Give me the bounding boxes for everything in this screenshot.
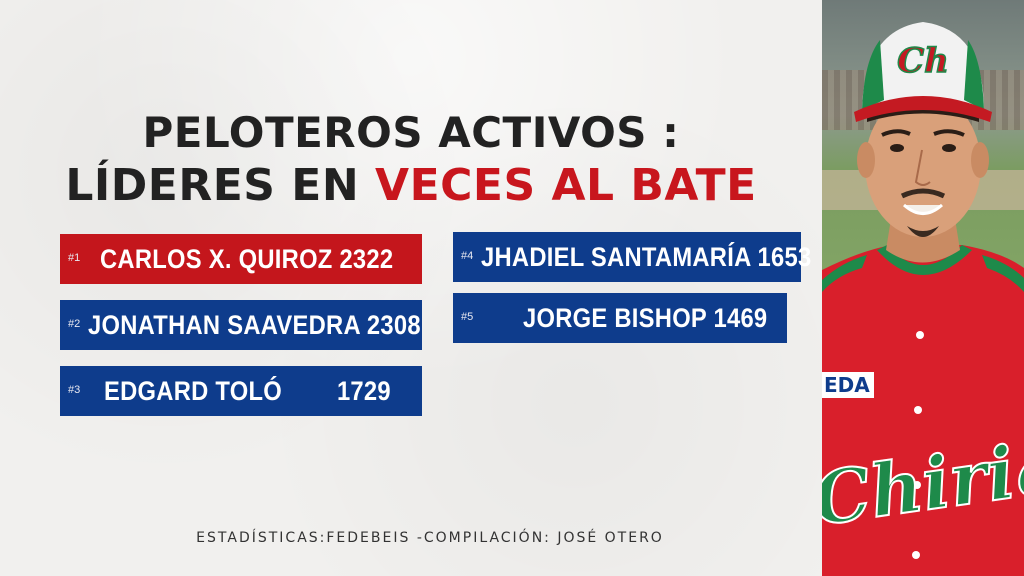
cap-logo: Ch	[897, 41, 949, 81]
title-line-2: LÍDERES EN VECES AL BATE	[0, 160, 822, 211]
title-line-1: PELOTEROS ACTIVOS :	[142, 108, 680, 157]
leader-rank-4: #4	[461, 250, 474, 262]
title-line-2-highlight: VECES AL BATE	[375, 160, 757, 211]
leader-bar-4: #4 JHADIEL SANTAMARÍA 1653	[453, 232, 811, 282]
leader-text-2: JONATHAN SAAVEDRA 2308	[88, 309, 421, 340]
leader-text-1: CARLOS X. QUIROZ 2322	[100, 243, 394, 274]
leader-text-4: JHADIEL SANTAMARÍA 1653	[481, 241, 812, 272]
footer-credits: ESTADÍSTICAS:FEDEBEIS -COMPILACIÓN: JOSÉ…	[196, 530, 664, 546]
jersey-sponsor: EDA	[824, 373, 870, 397]
player-illustration: Ch EDA Chiriquí	[822, 22, 1024, 576]
leader-bar-5: #5 JORGE BISHOP 1469	[453, 293, 787, 343]
background-paper	[0, 0, 822, 576]
leader-rank-2: #2	[68, 318, 81, 330]
leader-bar-3: #3 EDGARD TOLÓ 1729	[60, 366, 422, 416]
player-photo: Ch EDA Chiriquí	[822, 0, 1024, 576]
leader-bar-2: #2 JONATHAN SAAVEDRA 2308	[60, 300, 422, 350]
leader-rank-3: #3	[68, 384, 81, 396]
leader-bar-1: #1 CARLOS X. QUIROZ 2322	[60, 234, 422, 284]
leader-text-5: JORGE BISHOP 1469	[523, 302, 768, 333]
leader-text-3: EDGARD TOLÓ 1729	[104, 375, 391, 406]
leader-rank-1: #1	[68, 252, 81, 264]
leader-rank-5: #5	[461, 311, 474, 323]
title-line-2-prefix: LÍDERES EN	[65, 160, 360, 211]
